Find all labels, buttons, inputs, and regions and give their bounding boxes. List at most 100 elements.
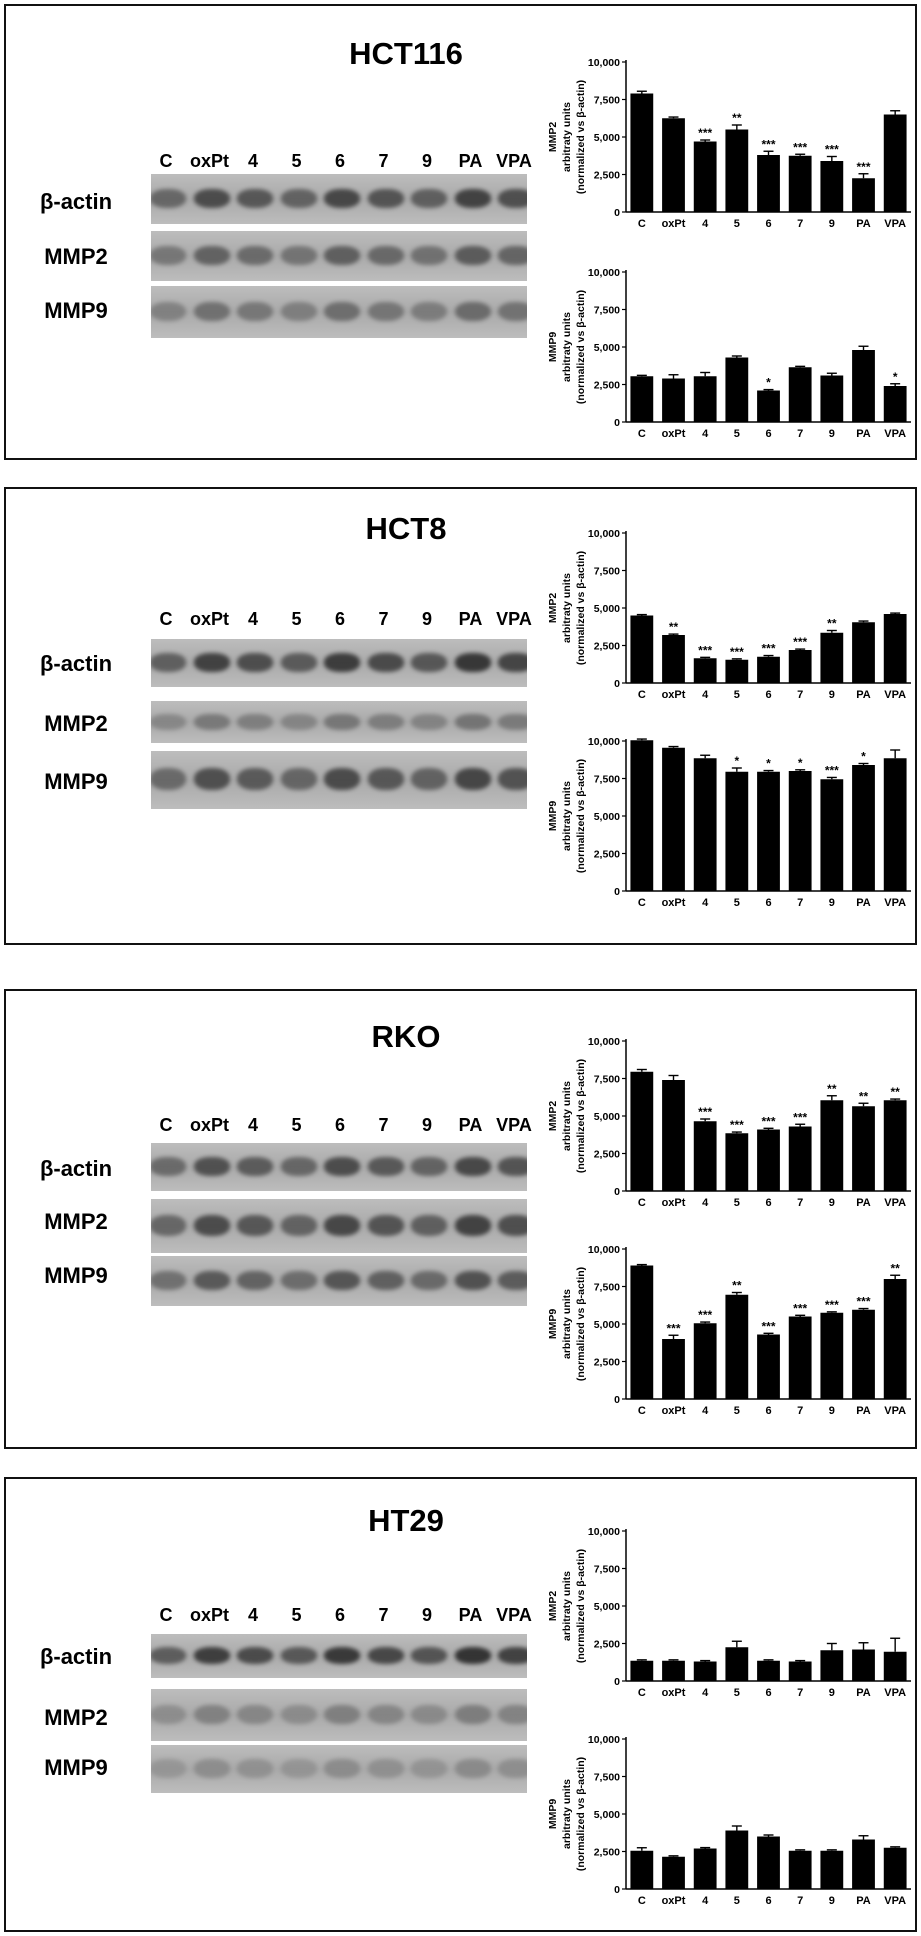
y-tick-label: 10,000 xyxy=(588,1244,620,1256)
y-axis-label: arbitraty units xyxy=(561,1779,573,1849)
blot-band xyxy=(324,246,360,265)
blot-band xyxy=(151,713,186,730)
lane-label: oxPt xyxy=(189,1605,229,1625)
blot-band xyxy=(498,713,527,730)
blot-band xyxy=(151,1157,186,1176)
bar xyxy=(725,1830,749,1889)
blot-band xyxy=(367,1647,404,1664)
x-tick-label: C xyxy=(638,1687,646,1699)
bar xyxy=(883,758,907,891)
y-axis-label: arbitraty units xyxy=(561,102,573,172)
chart-hct116-mmp2: MMP2 arbitraty units (normalized vs β-acti… xyxy=(546,56,916,256)
blot-band xyxy=(324,1215,360,1236)
bar xyxy=(630,740,654,891)
x-tick-label: 7 xyxy=(797,218,803,230)
x-tick-label: C xyxy=(638,1895,646,1907)
bar xyxy=(757,656,780,683)
significance-label: ** xyxy=(890,1085,900,1099)
bar xyxy=(883,1100,907,1191)
blot-band xyxy=(498,768,527,791)
significance-label: * xyxy=(861,750,866,764)
blot-band xyxy=(411,1704,447,1725)
significance-label: *** xyxy=(856,160,870,174)
blot-band xyxy=(237,1157,273,1176)
blot-band xyxy=(367,768,404,791)
blot-actin xyxy=(151,1143,527,1191)
lane-label: C xyxy=(159,609,173,629)
blot-band xyxy=(454,189,491,208)
bar xyxy=(662,747,685,891)
x-tick-label: 4 xyxy=(702,1405,709,1417)
bar xyxy=(852,765,875,891)
lane-label: oxPt xyxy=(189,1115,229,1135)
significance-label: * xyxy=(798,756,803,770)
y-tick-label: 0 xyxy=(614,1186,620,1198)
blot-label-mmp2: MMP2 xyxy=(44,1209,108,1234)
blot-band xyxy=(411,768,447,791)
x-tick-label: C xyxy=(638,897,646,909)
lane-label: 4 xyxy=(247,151,258,171)
bar xyxy=(725,659,749,683)
blot-band xyxy=(454,653,491,672)
chart-hct8-mmp2: MMP2 arbitraty units (normalized vs β-acti… xyxy=(546,527,916,727)
x-tick-label: VPA xyxy=(884,897,906,909)
blot-band xyxy=(498,1647,527,1664)
x-tick-label: PA xyxy=(856,1687,871,1699)
x-tick-label: 7 xyxy=(797,1687,803,1699)
x-tick-label: 7 xyxy=(797,428,803,440)
blot-band xyxy=(498,1759,527,1778)
bar xyxy=(757,390,780,422)
significance-label: ** xyxy=(732,111,742,125)
bar xyxy=(662,1856,685,1889)
blot-band xyxy=(324,1157,360,1176)
x-tick-label: VPA xyxy=(884,1895,906,1907)
significance-label: * xyxy=(766,757,771,771)
bar xyxy=(820,1850,844,1889)
x-tick-label: VPA xyxy=(884,218,906,230)
lane-label: 9 xyxy=(421,1605,432,1625)
y-axis-label: arbitraty units xyxy=(561,1571,573,1641)
significance-label: ** xyxy=(732,1279,742,1293)
bar xyxy=(693,376,717,422)
x-tick-label: 9 xyxy=(829,689,835,701)
bar xyxy=(788,367,812,422)
blot-band xyxy=(367,653,404,672)
y-tick-label: 10,000 xyxy=(588,1036,620,1048)
blot-band xyxy=(151,246,186,265)
y-axis-label: arbitraty units xyxy=(561,573,573,643)
x-tick-label: 6 xyxy=(765,897,771,909)
blot-band xyxy=(367,189,404,208)
x-tick-label: VPA xyxy=(884,1197,906,1209)
blot-mmp2 xyxy=(151,1199,527,1253)
blot-band xyxy=(411,1215,447,1236)
bar-chart: MMP2 arbitraty units (normalized vs β-acti… xyxy=(547,1036,911,1209)
bar xyxy=(693,1848,717,1889)
bar xyxy=(883,1651,907,1681)
chart-hct116-mmp9: MMP9 arbitraty units (normalized vs β-acti… xyxy=(546,266,916,466)
bar xyxy=(662,635,685,683)
lane-label: 5 xyxy=(291,1115,302,1135)
x-tick-label: 6 xyxy=(765,218,771,230)
x-tick-label: 5 xyxy=(734,1405,740,1417)
y-tick-label: 0 xyxy=(614,1394,620,1406)
y-axis-label: (normalized vs β-actin) xyxy=(575,759,587,873)
y-tick-label: 2,500 xyxy=(594,1639,620,1651)
y-axis-label: MMP9 xyxy=(547,332,559,362)
blot-band xyxy=(367,1759,404,1778)
bar xyxy=(852,1649,875,1681)
bar xyxy=(693,1661,717,1681)
bar xyxy=(883,386,907,422)
x-tick-label: 6 xyxy=(765,1405,771,1417)
x-tick-label: C xyxy=(638,1405,646,1417)
bar xyxy=(852,622,875,683)
lane-label: 5 xyxy=(291,1605,302,1625)
x-tick-label: C xyxy=(638,1197,646,1209)
blot-band xyxy=(367,1157,404,1176)
blot-label-mmp9: MMP9 xyxy=(44,1263,108,1288)
blot-band xyxy=(280,1647,317,1664)
lane-label: 4 xyxy=(247,1115,258,1135)
blot-band xyxy=(151,1647,186,1664)
lane-label: 6 xyxy=(334,151,345,171)
cell-line-title: HCT116 xyxy=(349,36,463,71)
y-axis-label: arbitraty units xyxy=(561,1289,573,1359)
